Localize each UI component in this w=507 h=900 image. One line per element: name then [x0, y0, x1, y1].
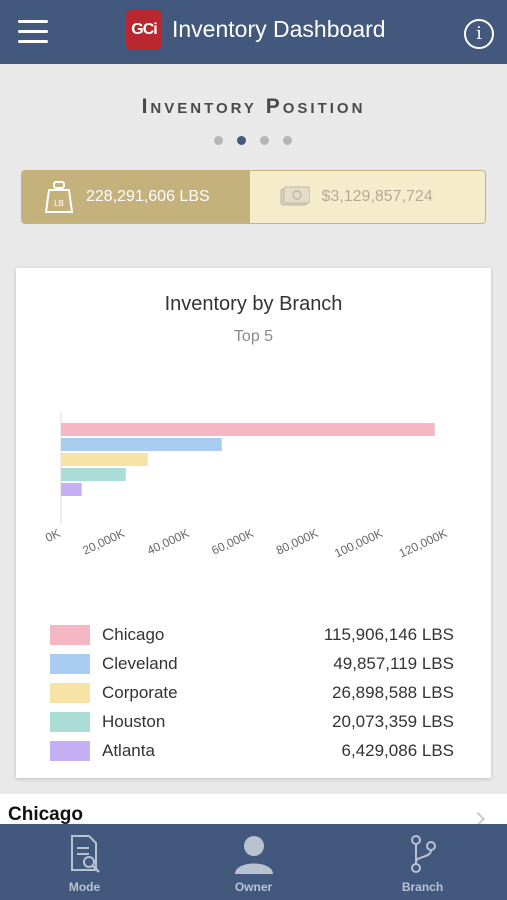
- legend-swatch: [50, 624, 90, 645]
- bar-corporate[interactable]: [61, 453, 148, 466]
- page-dot-1[interactable]: [214, 136, 223, 145]
- bar-chart: 0K 20,000K 40,000K 60,000K 80,000K 100,000K 12…: [43, 411, 449, 560]
- legend-row-cleveland[interactable]: Cleveland 49,857,119 LBS: [50, 649, 454, 678]
- legend-row-chicago[interactable]: Chicago 115,906,146 LBS: [50, 620, 454, 649]
- legend-branch-value: 6,429,086 LBS: [341, 740, 454, 760]
- x-tick-label: 120,000K: [397, 526, 449, 560]
- money-icon: [280, 181, 310, 213]
- x-tick-label: 40,000K: [145, 526, 191, 558]
- app-logo: GCi: [126, 10, 162, 50]
- legend-branch-value: 20,073,359 LBS: [332, 711, 454, 731]
- info-icon[interactable]: i: [464, 19, 494, 49]
- weight-icon: LB: [44, 181, 74, 213]
- legend-swatch: [50, 682, 90, 703]
- bar-cleveland[interactable]: [61, 438, 222, 451]
- section-title: Inventory Position: [141, 95, 366, 118]
- weight-toggle-button[interactable]: LB 228,291,606 LBS: [22, 171, 250, 223]
- app-title: Inventory Dashboard: [172, 16, 386, 42]
- bar-atlanta[interactable]: [61, 483, 82, 496]
- bottom-nav: Mode Owner Branch: [0, 824, 507, 900]
- bar-houston[interactable]: [61, 468, 126, 481]
- branch-list-item-label: Chicago: [8, 804, 83, 825]
- page-indicator: [214, 136, 292, 145]
- legend-swatch: [50, 653, 90, 674]
- x-tick-label: 60,000K: [209, 526, 255, 558]
- page-dot-3[interactable]: [260, 136, 269, 145]
- page-dot-2[interactable]: [237, 136, 246, 145]
- svg-text:LB: LB: [54, 199, 64, 208]
- weight-total: 228,291,606 LBS: [86, 188, 210, 205]
- chart-subtitle: Top 5: [233, 328, 274, 345]
- branch-list-item[interactable]: Chicago: [0, 794, 507, 827]
- bar-chicago[interactable]: [61, 423, 435, 436]
- legend-branch-value: 26,898,588 LBS: [332, 682, 454, 702]
- metric-toggle: LB 228,291,606 LBS $3,129,857,724: [21, 170, 486, 224]
- nav-branch[interactable]: Branch: [338, 824, 507, 900]
- value-toggle-button[interactable]: $3,129,857,724: [249, 171, 485, 223]
- legend-row-corporate[interactable]: Corporate 26,898,588 LBS: [50, 678, 454, 707]
- app-header: GCi Inventory Dashboard i: [0, 0, 507, 64]
- nav-owner-label: Owner: [234, 880, 273, 894]
- legend-branch-name: Chicago: [102, 624, 165, 644]
- value-total: $3,129,857,724: [321, 188, 433, 205]
- legend-swatch: [50, 711, 90, 732]
- legend-row-atlanta[interactable]: Atlanta 6,429,086 LBS: [50, 736, 454, 765]
- legend-swatch: [50, 740, 90, 761]
- user-icon: [234, 834, 274, 874]
- x-tick-label: 0K: [43, 526, 62, 545]
- nav-mode-label: Mode: [68, 880, 101, 894]
- legend-branch-name: Atlanta: [102, 740, 155, 760]
- menu-icon[interactable]: [18, 20, 48, 44]
- x-tick-label: 100,000K: [332, 526, 384, 560]
- legend-row-houston[interactable]: Houston 20,073,359 LBS: [50, 707, 454, 736]
- legend-branch-name: Corporate: [102, 682, 178, 702]
- chart-legend: Chicago 115,906,146 LBS Cleveland 49,857,11…: [50, 620, 454, 765]
- x-tick-label: 20,000K: [80, 526, 126, 558]
- chart-card: Inventory by Branch Top 5 0K 20,000K 40,00…: [16, 268, 491, 778]
- legend-branch-value: 115,906,146 LBS: [323, 624, 454, 644]
- document-search-icon: [69, 834, 101, 874]
- nav-owner[interactable]: Owner: [169, 824, 338, 900]
- legend-branch-value: 49,857,119 LBS: [333, 653, 454, 673]
- legend-branch-name: Houston: [102, 711, 166, 731]
- branch-icon: [408, 834, 438, 874]
- legend-branch-name: Cleveland: [102, 653, 178, 673]
- nav-branch-label: Branch: [401, 880, 444, 894]
- page-dot-4[interactable]: [283, 136, 292, 145]
- x-tick-label: 80,000K: [274, 526, 320, 558]
- nav-mode[interactable]: Mode: [0, 824, 169, 900]
- chart-title: Inventory by Branch: [164, 293, 343, 315]
